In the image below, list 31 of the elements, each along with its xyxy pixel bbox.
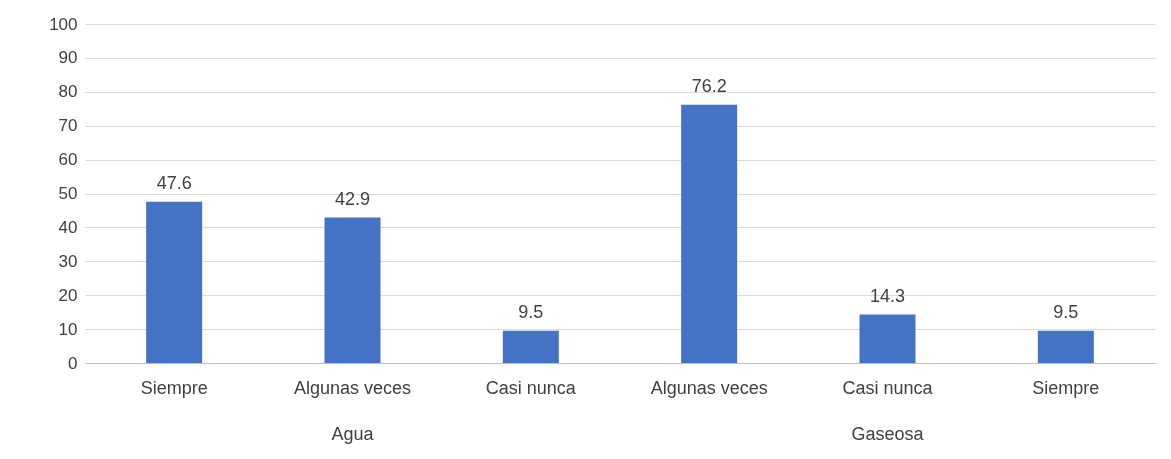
data-label: 42.9 <box>334 188 371 209</box>
data-label: 47.6 <box>156 172 192 193</box>
y-tick-label: 80 <box>58 82 78 102</box>
data-label: 9.5 <box>1053 301 1079 322</box>
y-tick-label: 100 <box>49 14 78 34</box>
x-tick-label: Casi nunca <box>842 377 934 398</box>
x-tick-label: Casi nunca <box>485 377 577 398</box>
x-tick-label: Algunas veces <box>650 377 768 398</box>
y-tick-label: 90 <box>58 48 78 68</box>
y-tick-label: 70 <box>58 116 78 136</box>
bar <box>146 201 203 363</box>
data-label: 76.2 <box>691 75 727 96</box>
data-label: 9.5 <box>518 301 544 322</box>
y-tick-label: 0 <box>68 353 78 373</box>
bar <box>681 104 738 363</box>
data-label: 14.3 <box>869 285 906 306</box>
text: Gaseosa <box>850 424 925 445</box>
x-tick-label: Siempre <box>140 377 208 398</box>
y-tick-label: 60 <box>58 150 78 170</box>
text: Agua <box>330 424 375 445</box>
y-tick-label: 30 <box>58 251 78 271</box>
bar <box>1037 330 1094 363</box>
x-tick-label: Siempre <box>1032 377 1100 398</box>
bar <box>859 314 916 363</box>
y-tick-label: 20 <box>58 285 78 305</box>
y-tick-label: 50 <box>58 184 78 203</box>
x-tick-label: Algunas veces <box>293 377 412 398</box>
bar <box>502 330 559 363</box>
bar <box>324 217 381 363</box>
y-tick-label: 10 <box>58 319 78 339</box>
y-tick-label: 40 <box>58 217 78 237</box>
